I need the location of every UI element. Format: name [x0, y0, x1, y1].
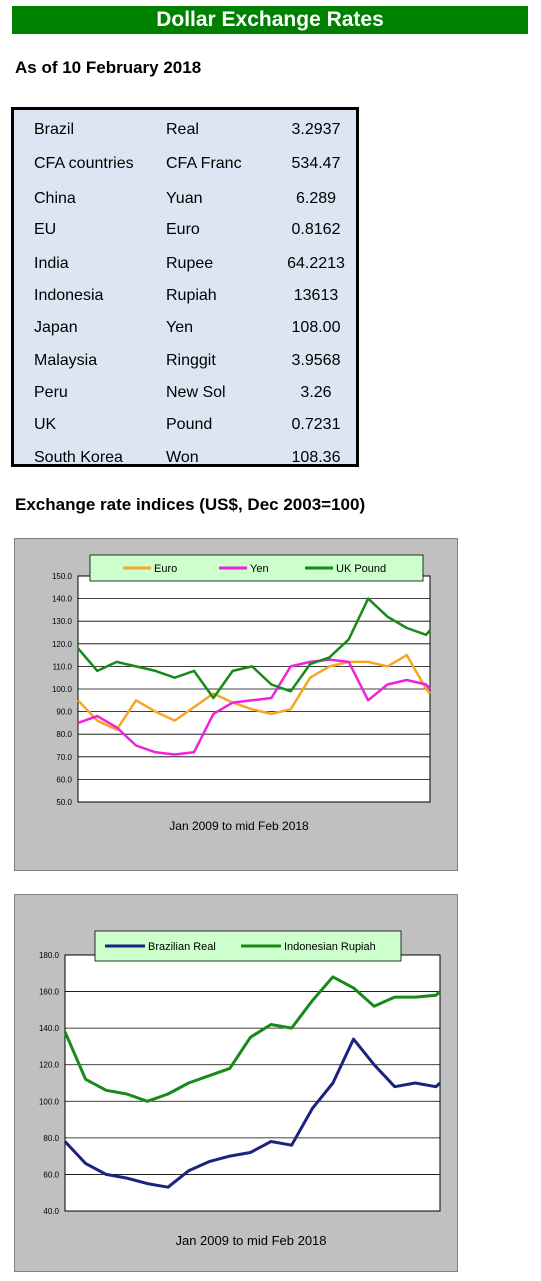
y-tick-label: 160.0 — [39, 988, 60, 997]
rate-currency: Real — [166, 121, 199, 138]
rate-currency: Ringgit — [166, 352, 216, 369]
rate-row: Indonesia Rupiah 13613 — [14, 285, 356, 307]
y-tick-label: 120.0 — [39, 1061, 60, 1070]
rates-table: Brazil Real 3.2937 CFA countries CFA Franc 53… — [11, 107, 359, 467]
legend-label: Indonesian Rupiah — [284, 941, 376, 953]
rate-value: 6.289 — [295, 190, 337, 207]
chart-panel-2: 40.0 60.0 80.0 100.0 120.0 140.0 160.0 180.0 Bra… — [14, 894, 458, 1272]
rate-country: Malaysia — [34, 352, 98, 369]
rate-currency: CFA Franc — [166, 155, 242, 172]
x-axis-label: Jan 2009 to mid Feb 2018 — [175, 1233, 326, 1248]
y-tick-label: 100.0 — [52, 685, 73, 694]
y-tick-label: 180.0 — [39, 951, 60, 960]
legend-label: UK Pound — [336, 563, 386, 575]
as-of-date: As of 10 February 2018 — [15, 58, 202, 77]
page-title-banner: Dollar Exchange Rates — [12, 6, 528, 34]
chart-1: 50.0 60.0 70.0 80.0 90.0 100.0 110.0 120.0 130.0… — [52, 554, 431, 833]
rate-value: 3.26 — [300, 384, 332, 401]
chart-2: 40.0 60.0 80.0 100.0 120.0 140.0 160.0 180.0 Bra… — [39, 930, 442, 1248]
series-line-0 — [63, 1037, 442, 1189]
rate-country: Brazil — [34, 121, 75, 138]
rate-currency: New Sol — [166, 384, 226, 401]
y-tick-label: 110.0 — [53, 662, 73, 671]
rate-value: 0.8162 — [291, 221, 341, 238]
rate-currency: Yuan — [166, 190, 203, 207]
rate-value: 3.2937 — [291, 121, 341, 138]
y-tick-label: 70.0 — [56, 753, 72, 762]
rate-currency: Pound — [166, 416, 213, 433]
rate-row: UK Pound 0.7231 — [14, 414, 356, 436]
legend-label: Brazilian Real — [148, 941, 216, 953]
rate-value: 534.47 — [291, 155, 341, 172]
y-tick-label: 80.0 — [43, 1134, 59, 1143]
rate-row: Peru New Sol 3.26 — [14, 382, 356, 404]
indices-title: Exchange rate indices (US$, Dec 2003=100… — [15, 495, 366, 514]
rate-country: Indonesia — [34, 287, 104, 304]
rate-value: 64.2213 — [287, 255, 345, 272]
rate-value: 13613 — [293, 287, 339, 304]
rate-country: Japan — [34, 319, 78, 336]
rate-row: CFA countries CFA Franc 534.47 — [14, 153, 356, 175]
rate-row: EU Euro 0.8162 — [14, 219, 356, 241]
y-tick-label: 100.0 — [39, 1097, 60, 1106]
rate-value: 108.36 — [291, 449, 341, 466]
y-tick-label: 140.0 — [52, 595, 73, 604]
rate-country: India — [34, 255, 69, 272]
rate-row: Malaysia Ringgit 3.9568 — [14, 350, 356, 372]
rate-value: 0.7231 — [291, 416, 341, 433]
rate-country: EU — [34, 221, 57, 238]
plot-area — [64, 954, 441, 1212]
y-tick-label: 40.0 — [43, 1207, 59, 1216]
rate-country: China — [34, 190, 76, 207]
y-tick-label: 120.0 — [52, 640, 73, 649]
rate-currency: Rupee — [166, 255, 214, 272]
rate-currency: Won — [166, 449, 199, 466]
y-tick-label: 90.0 — [56, 708, 72, 717]
rate-row: India Rupee 64.2213 — [14, 253, 356, 275]
rate-row: China Yuan 6.289 — [14, 188, 356, 210]
rate-country: Peru — [34, 384, 68, 401]
rate-currency: Euro — [166, 221, 200, 238]
legend-label: Yen — [250, 563, 269, 575]
y-tick-label: 130.0 — [52, 617, 73, 626]
x-axis-label: Jan 2009 to mid Feb 2018 — [169, 819, 309, 833]
y-tick-label: 150.0 — [52, 572, 73, 581]
series-line-2 — [77, 597, 431, 700]
rate-value: 3.9568 — [291, 352, 341, 369]
y-tick-label: 60.0 — [56, 775, 72, 784]
rate-country: South Korea — [34, 449, 123, 466]
series-line-0 — [77, 653, 431, 731]
y-tick-label: 80.0 — [56, 730, 72, 739]
y-tick-label: 50.0 — [56, 798, 72, 807]
rate-row: Brazil Real 3.2937 — [14, 119, 356, 141]
rate-currency: Rupiah — [166, 287, 217, 304]
rate-value: 108.00 — [291, 319, 341, 336]
rate-row: Japan Yen 108.00 — [14, 317, 356, 339]
series-line-1 — [77, 658, 431, 756]
rate-currency: Yen — [166, 319, 193, 336]
y-tick-label: 60.0 — [43, 1170, 59, 1179]
rate-country: UK — [34, 416, 57, 433]
rate-country: CFA countries — [34, 155, 134, 172]
rate-row: South Korea Won 108.36 — [14, 447, 356, 469]
chart-panel-1: 50.0 60.0 70.0 80.0 90.0 100.0 110.0 120.0 130.0… — [14, 538, 458, 871]
y-tick-label: 140.0 — [39, 1024, 60, 1033]
series-line-1 — [63, 975, 441, 1103]
legend-label: Euro — [154, 563, 177, 575]
